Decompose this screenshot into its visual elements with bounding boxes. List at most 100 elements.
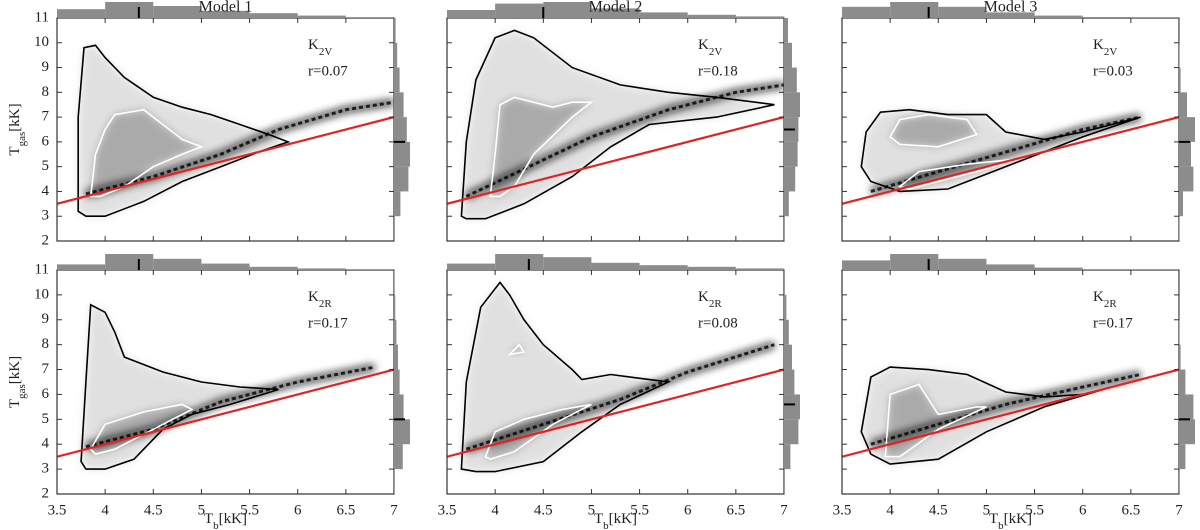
fit-line (57, 368, 394, 458)
contour (484, 403, 592, 461)
xlabel-part: b (213, 520, 219, 530)
panel-label: K2V (698, 37, 722, 57)
ylabel-part: [kK] (7, 356, 23, 384)
panel: 3.5 4 4.5 5 5.5 6 6.5 7 2 3 4 5 6 7 8 9 10 11 K2R r=0.17 Tga… (7, 254, 410, 530)
y-tick-label: 3 (42, 461, 50, 477)
y-tick-label: 10 (34, 34, 49, 50)
x-tick-label: 4 (491, 502, 499, 518)
panel-title: Model 1 (199, 0, 253, 16)
fit-line (57, 116, 394, 205)
density-fill (890, 114, 977, 147)
y-marginal-bar (394, 216, 395, 241)
x-marginal-bar (986, 12, 1035, 18)
y-marginal-bar (784, 369, 795, 395)
x-marginal-bar (842, 260, 891, 270)
x-marginal-bar (153, 258, 202, 270)
y-marginal-bar (1179, 369, 1186, 395)
label-main: K (1093, 37, 1104, 53)
x-marginal-bar (495, 254, 544, 270)
y-tick-label: 2 (42, 232, 50, 248)
x-tick-label: 5 (198, 502, 206, 518)
x-tick-label: 4 (886, 502, 894, 518)
x-marginal-bar (735, 268, 784, 270)
y-marginal-bar (784, 166, 796, 192)
y-marginal-bar (394, 191, 401, 217)
x-marginal-bar (842, 6, 891, 18)
x-tick-label: 4 (101, 502, 109, 518)
plot-area (447, 29, 784, 220)
y-tick-label: 6 (42, 386, 50, 402)
x-marginal-bar (639, 12, 688, 18)
panel-label: K2V (1093, 37, 1117, 57)
x-marginal-bar (1034, 267, 1083, 270)
x-marginal-bar (687, 14, 736, 18)
panel-stat: r=0.17 (308, 315, 348, 331)
panel-stat: r=0.08 (698, 315, 738, 331)
label-main: K (698, 289, 709, 305)
contour (77, 44, 291, 217)
x-marginal-bar (297, 268, 346, 270)
y-marginal-bar (394, 444, 403, 470)
y-marginal-bar (394, 294, 396, 320)
y-marginal-bar (1179, 419, 1195, 445)
y-marginal-bar (784, 141, 798, 167)
x-marginal-bar (447, 10, 496, 18)
x-tick-label: 6.5 (726, 502, 745, 518)
xlabel-part: b (603, 520, 609, 530)
panel: 3.5 4 4.5 5 5.5 6 6.5 7 K2R r=0.08 Tb[kK] (438, 254, 800, 530)
x-marginal-bar (345, 269, 394, 270)
panel-stat: r=0.17 (1093, 315, 1133, 331)
y-marginal-bar (394, 319, 397, 345)
y-tick-label: 11 (35, 9, 49, 25)
x-tick-label: 5.5 (240, 502, 259, 518)
x-tick-label: 4.5 (534, 502, 553, 518)
density-ridge (464, 81, 784, 200)
y-marginal-bar (394, 419, 410, 445)
label-sub: 2R (319, 298, 333, 310)
y-tick-label: 11 (35, 261, 49, 277)
panel-label: K2R (698, 289, 722, 309)
y-marginal-bar (784, 92, 800, 118)
x-marginal-bar (591, 262, 640, 270)
label-sub: 2V (1104, 46, 1118, 58)
xlabel-part: T (594, 511, 603, 527)
x-tick-label: 6 (684, 502, 692, 518)
x-marginal-bar (735, 16, 784, 18)
ylabel: Tgas[kK] (7, 356, 27, 408)
x-tick-label: 4.5 (929, 502, 948, 518)
xlabel-part: T (204, 511, 213, 527)
contour (460, 29, 775, 220)
y-marginal-bar (784, 419, 799, 445)
fit-line (447, 116, 784, 205)
panel-title: Model 3 (984, 0, 1038, 16)
y-marginal-bar (1179, 444, 1186, 470)
panel-label: K2R (308, 289, 332, 309)
x-marginal-bar (938, 258, 987, 270)
label-sub: 2V (319, 46, 333, 58)
panel: Model 2 K2V r=0.18 (446, 0, 800, 242)
label-main: K (1093, 289, 1104, 305)
y-marginal-bar (1179, 67, 1181, 93)
y-marginal-bar (784, 191, 789, 217)
y-tick-label: 2 (42, 485, 50, 501)
xlabel: Tb[kK] (989, 511, 1032, 530)
x-marginal-bar (447, 263, 496, 270)
y-marginal-bar (1179, 141, 1191, 167)
panel-stat: r=0.18 (698, 63, 738, 79)
panel: Model 3 K2V r=0.03 (841, 0, 1195, 242)
x-tick-label: 4.5 (144, 502, 163, 518)
y-marginal-bar (784, 319, 789, 345)
y-marginal-bar (784, 469, 785, 494)
x-marginal-bar (1034, 15, 1083, 18)
label-sub: 2R (709, 298, 723, 310)
y-marginal-bar (394, 369, 400, 395)
y-tick-label: 3 (42, 208, 50, 224)
x-marginal-bar (345, 17, 394, 18)
panel-title: Model 2 (589, 0, 643, 16)
y-tick-label: 5 (42, 411, 50, 427)
contour (507, 343, 526, 356)
y-marginal-bar (784, 444, 791, 470)
x-marginal-bar (495, 3, 544, 18)
contour (89, 403, 194, 456)
ylabel-part: gas (16, 384, 28, 399)
